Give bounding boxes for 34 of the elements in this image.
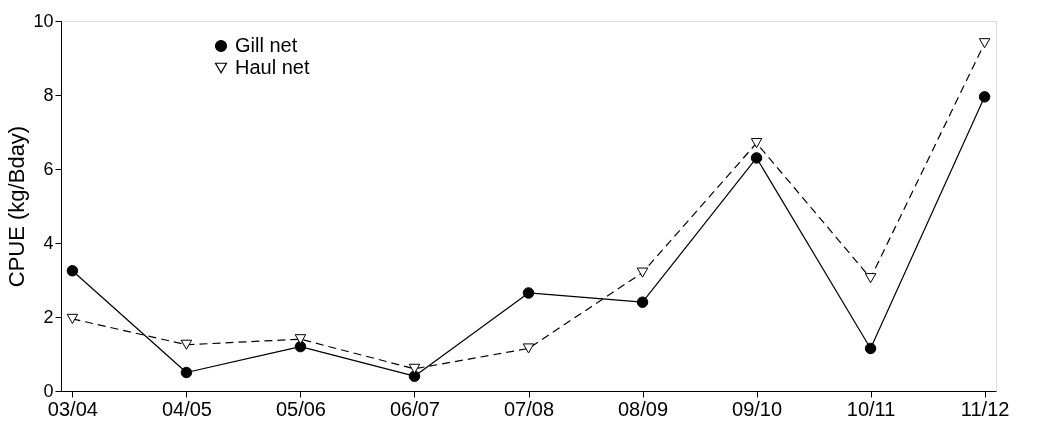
x-tick-label: 05/06: [275, 397, 326, 420]
point: [636, 296, 649, 308]
x-tick-label: 10/11: [846, 397, 896, 420]
point: [864, 273, 877, 284]
point: [294, 334, 307, 345]
point: [864, 342, 877, 355]
x-tick-label: 06/07: [389, 397, 441, 420]
point: [636, 267, 649, 278]
x-tick-label: 04/05: [161, 397, 212, 420]
y-tick-label: 4: [43, 232, 54, 253]
legend-label: Haul net: [235, 56, 310, 78]
point: [66, 313, 79, 324]
point: [180, 339, 193, 350]
point: [522, 287, 535, 299]
legend-label: Gill net: [235, 34, 298, 56]
point: [750, 138, 763, 149]
x-tick-label: 09/10: [732, 397, 783, 420]
y-tick-label: 8: [43, 84, 54, 105]
y-tick-label: 10: [33, 10, 54, 31]
point: [978, 38, 991, 49]
x-tick-label: 07/08: [503, 397, 555, 420]
point: [66, 265, 79, 277]
x-tick-label: 11/12: [960, 397, 1010, 420]
point: [294, 340, 307, 353]
point: [750, 152, 763, 164]
y-tick-label: 2: [43, 306, 54, 327]
point: [180, 366, 193, 379]
x-tick-label: 08/09: [617, 397, 669, 420]
point: [522, 343, 535, 354]
point: [408, 363, 421, 374]
y-tick-label: 6: [43, 158, 54, 179]
point: [978, 91, 991, 103]
y-axis-title: CPUE (kg/Bday): [4, 125, 30, 288]
point: [408, 370, 421, 382]
